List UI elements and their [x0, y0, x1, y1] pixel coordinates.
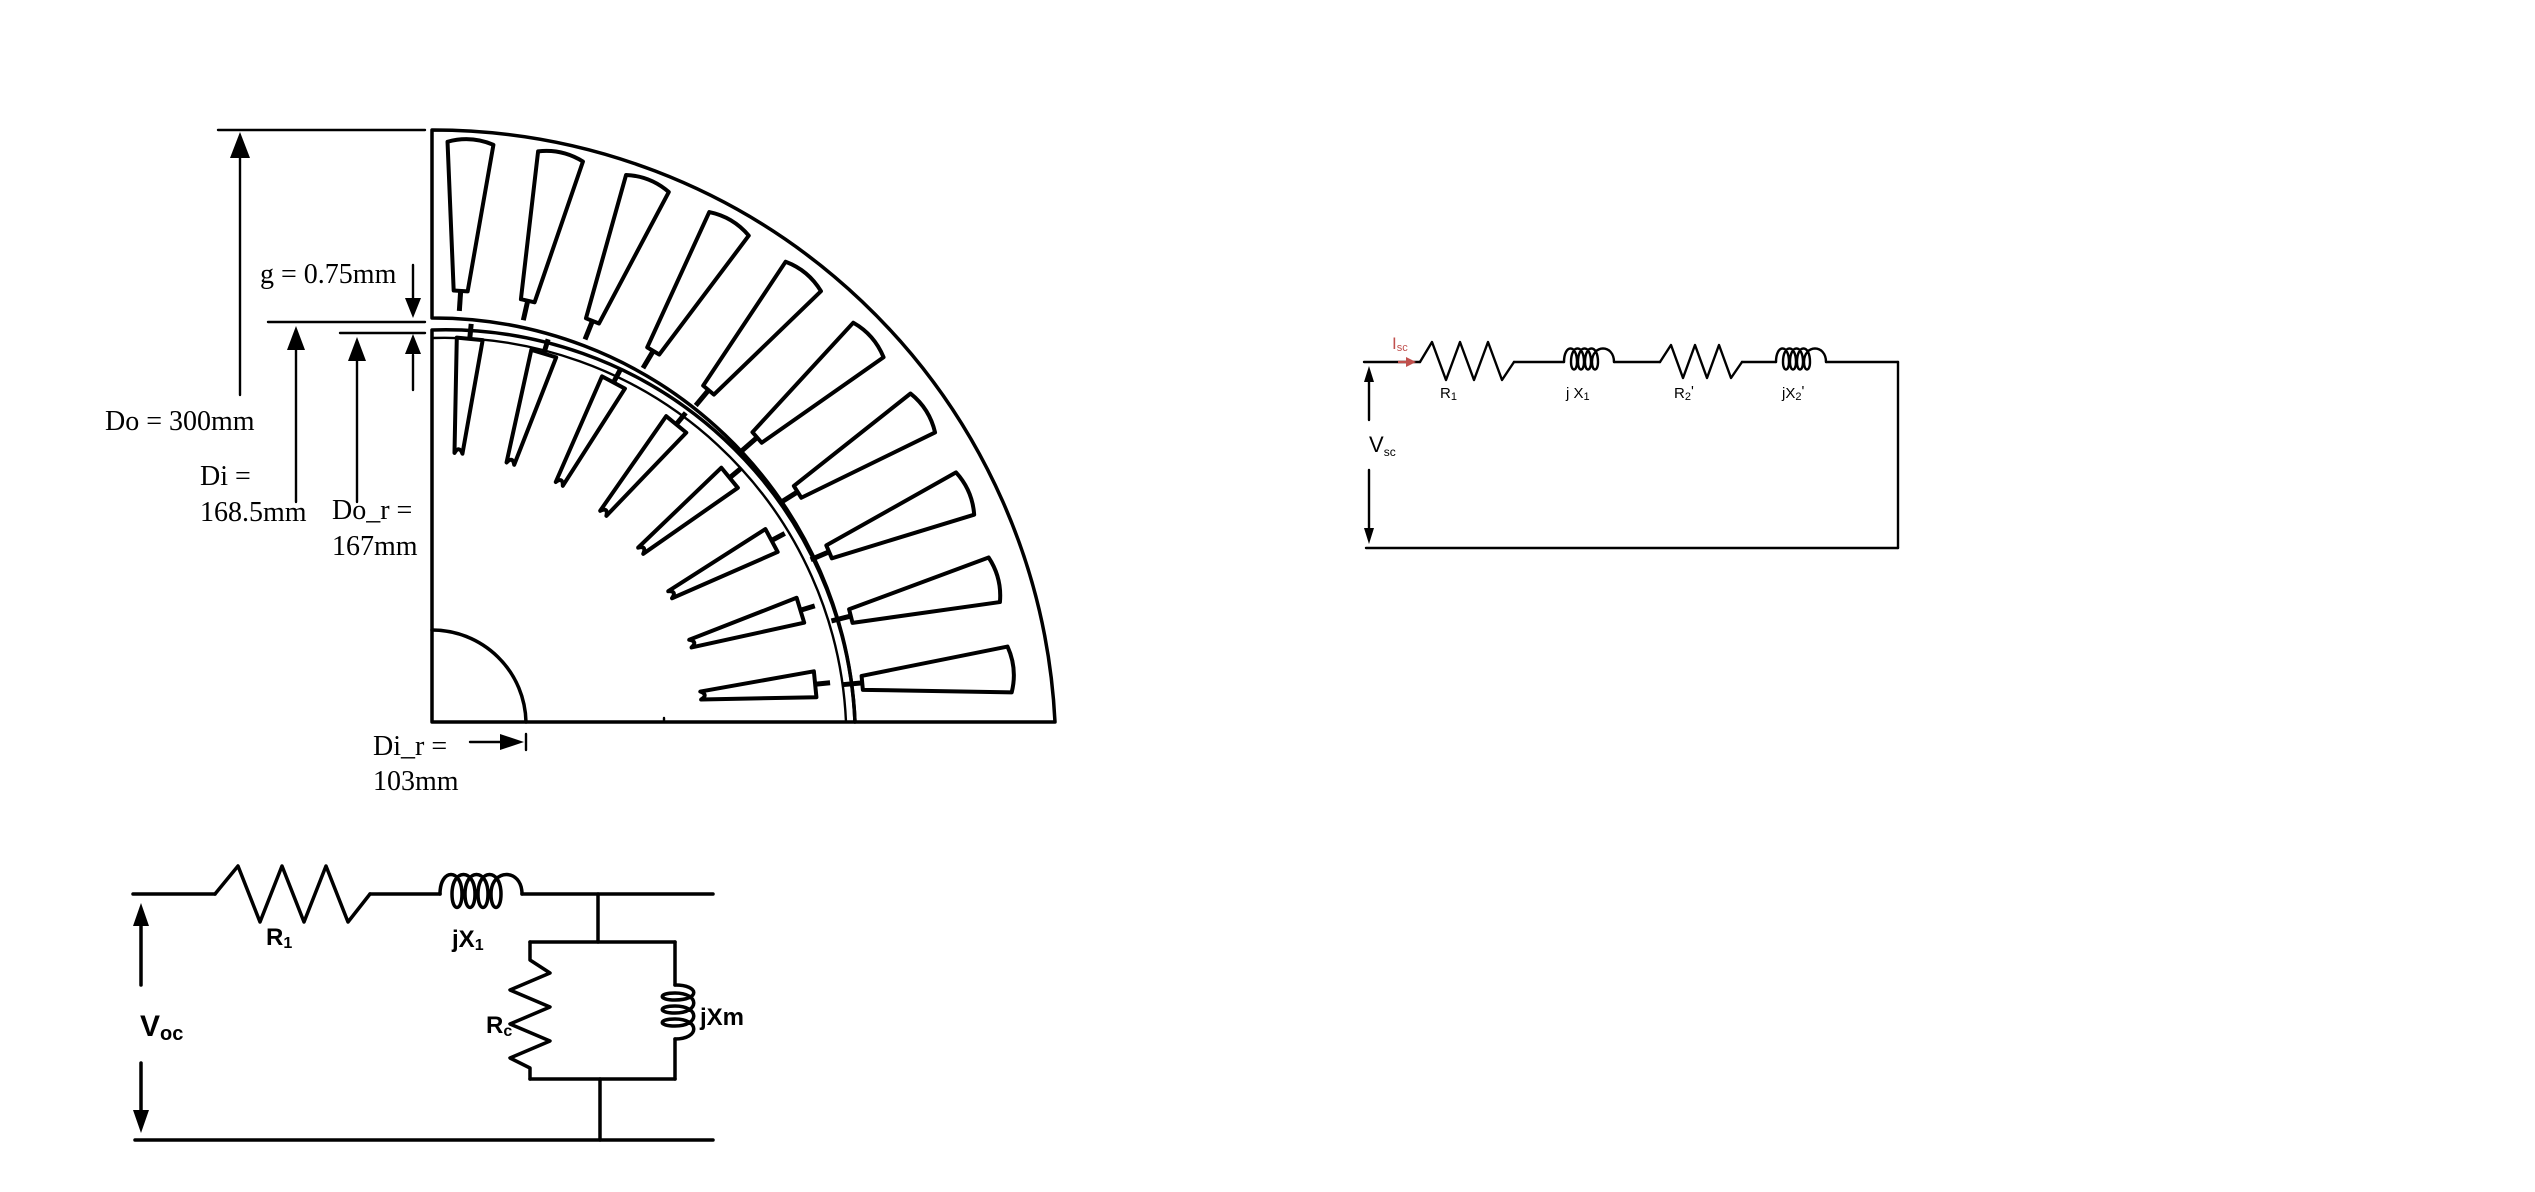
rotor-slot: [666, 527, 780, 601]
rotor-slot: [698, 669, 819, 702]
sc-current-label: Isc: [1392, 334, 1408, 354]
dir-label-line1: Di_r =: [373, 731, 447, 762]
stator-slot: [847, 555, 1003, 625]
gap-upper-arrow-head: [405, 298, 421, 318]
rotor-slot: [636, 465, 740, 556]
stator-slot-opening: [809, 549, 831, 563]
rotor-slots: [452, 323, 831, 702]
stator-slot: [859, 644, 1016, 695]
stator-slot-opening: [582, 319, 595, 341]
rotor-slot: [553, 374, 627, 488]
sc-x1-inductor: [1562, 347, 1616, 371]
oc-r1-resistor: [213, 864, 372, 924]
rotor-slot-opening: [611, 368, 623, 384]
oc-r1-label: R1: [266, 924, 292, 952]
sc-voltage-arrow-up-head: [1364, 366, 1374, 382]
dir-arrow-head: [500, 734, 524, 750]
stator-slot: [518, 148, 585, 305]
di-label-line1: Di =: [200, 461, 251, 492]
do-label: Do = 300mm: [105, 406, 255, 437]
short-circuit-test-circuit: Isc Vsc R1 j X1 R2' jX2': [1362, 334, 1900, 550]
stator-slot-opening: [456, 290, 464, 312]
rotor-slot: [687, 595, 807, 650]
rotor-inner-arc: [430, 628, 528, 724]
sc-current-arrow-head: [1406, 357, 1416, 367]
dimension-annotations: Do = 300mm g = 0.75mm Di = 168.5mm Do_r …: [105, 128, 528, 797]
oc-voltage-arrow-up-head: [133, 903, 149, 926]
sc-voltage-arrow-down-head: [1364, 528, 1374, 544]
oc-voltage-arrow-down-head: [133, 1110, 149, 1133]
rotor-slot-opening: [728, 466, 743, 480]
dor-label-line2: 167mm: [332, 531, 418, 562]
stator-slot-opening: [842, 680, 863, 688]
sc-x2-inductor: [1774, 347, 1828, 371]
oc-x1-label: jX1: [451, 926, 484, 954]
oc-rc-resistor: [508, 940, 552, 1081]
rotor-slot-opening: [814, 680, 831, 687]
sc-x1-label: j X1: [1565, 385, 1590, 403]
stator-slot-opening: [740, 435, 759, 453]
sc-voltage-label: Vsc: [1369, 432, 1396, 459]
dor-label-line1: Do_r =: [332, 495, 412, 526]
stator-slot-opening: [830, 613, 852, 624]
stator-slot: [583, 172, 671, 326]
di-arrow-head: [287, 326, 305, 350]
sc-r1-resistor: [1418, 340, 1516, 382]
rotor-outline: [430, 328, 857, 724]
rotor-slot: [504, 347, 559, 467]
gap-lower-arrow-head: [405, 334, 421, 354]
oc-rc-label: Rc: [486, 1012, 512, 1040]
open-circuit-test-circuit: Voc R1 jX1 Rc jXm: [131, 864, 744, 1142]
rotor-slot-opening: [799, 603, 816, 613]
rotor-slot-opening: [674, 411, 688, 426]
rotor-slot: [452, 335, 485, 456]
rotor-slot: [598, 414, 689, 518]
rotor-slot-opening: [770, 531, 786, 543]
rotor-slot-opening: [467, 323, 474, 340]
stator-slots: [445, 137, 1016, 695]
stator-slot-opening: [640, 349, 656, 370]
air-gap-arc: [430, 336, 848, 724]
stator-outline: [430, 128, 1057, 724]
rotor-slot-opening: [541, 338, 551, 355]
gap-label: g = 0.75mm: [260, 259, 397, 290]
dor-arrow-head: [348, 337, 366, 361]
sc-r2-resistor: [1658, 343, 1744, 380]
oc-x1-inductor: [438, 872, 524, 910]
oc-xm-label: jXm: [699, 1004, 744, 1031]
stator-slot-opening: [693, 388, 711, 408]
motor-cross-section: [430, 128, 1057, 724]
stator-slot: [445, 137, 496, 294]
dir-label-line2: 103mm: [373, 766, 459, 797]
sc-x2-label: jX2': [1781, 383, 1804, 403]
stator-slot: [791, 391, 938, 500]
di-label-line2: 168.5mm: [200, 497, 307, 528]
stator-slot-opening: [779, 489, 799, 505]
oc-xm-inductor: [660, 983, 696, 1041]
oc-voltage-label: Voc: [140, 1010, 183, 1045]
do-arrow-head: [230, 132, 250, 158]
stator-slot-opening: [520, 300, 531, 321]
sc-r2-label: R2': [1674, 383, 1694, 403]
stator-slot: [824, 470, 977, 561]
stator-slot: [750, 320, 886, 445]
sc-r1-label: R1: [1440, 385, 1457, 403]
stator-slot: [645, 210, 751, 357]
stator-slot: [701, 259, 823, 397]
